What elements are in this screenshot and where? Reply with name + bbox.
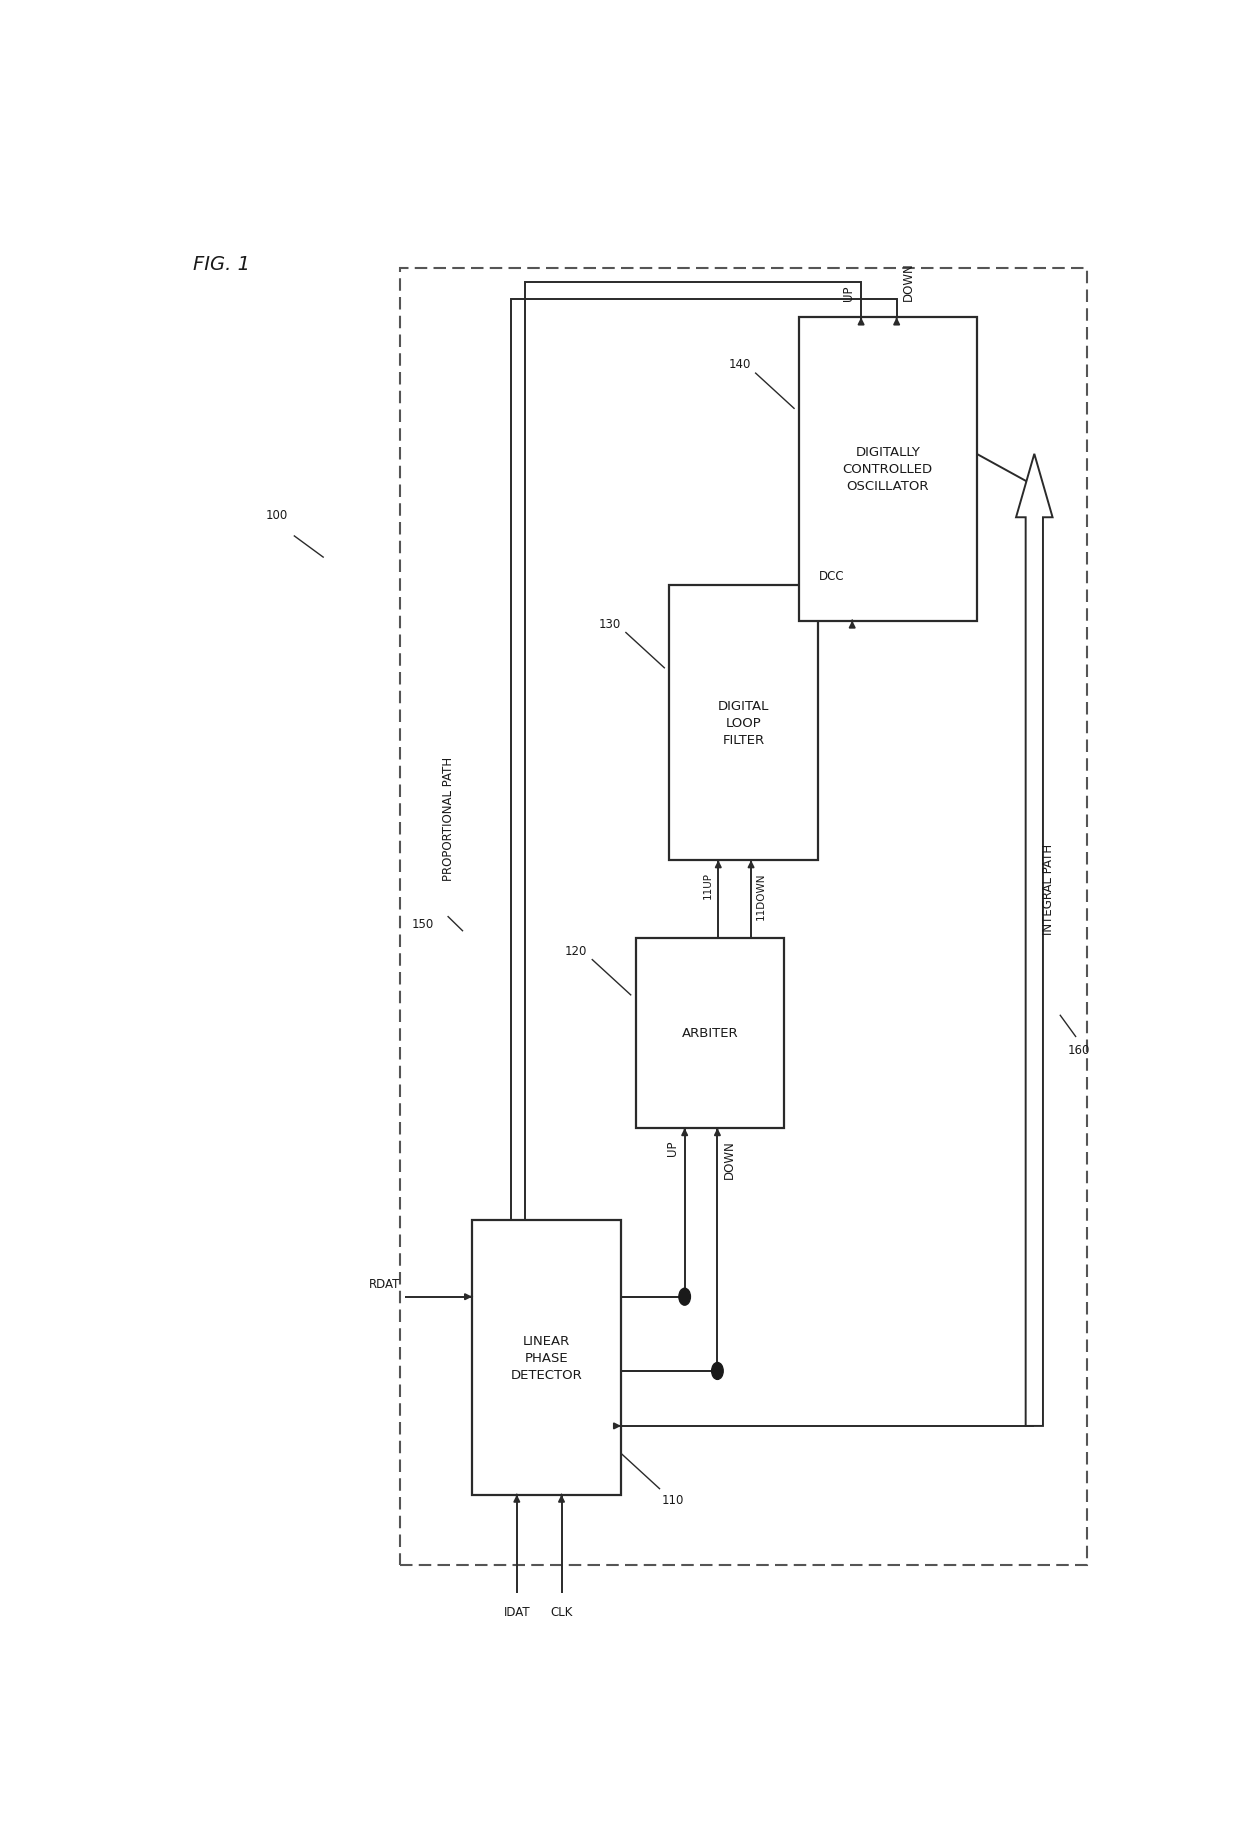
Text: 110: 110 <box>661 1493 683 1506</box>
Bar <box>670 586 818 860</box>
Text: ARBITER: ARBITER <box>682 1027 738 1039</box>
Bar <box>635 939 785 1129</box>
Text: IDAT: IDAT <box>503 1605 531 1618</box>
Text: INTEGRAL PATH: INTEGRAL PATH <box>1043 844 1055 935</box>
Text: DOWN: DOWN <box>901 262 914 302</box>
Text: FIG. 1: FIG. 1 <box>193 254 250 274</box>
Text: DOWN: DOWN <box>723 1140 737 1179</box>
Polygon shape <box>1016 454 1053 1426</box>
Text: 11DOWN: 11DOWN <box>756 873 766 919</box>
Circle shape <box>678 1288 691 1305</box>
Text: DIGITAL
LOOP
FILTER: DIGITAL LOOP FILTER <box>718 699 769 747</box>
Text: 120: 120 <box>565 944 588 957</box>
Bar <box>401 269 1087 1565</box>
Text: 150: 150 <box>412 917 434 931</box>
Text: DCC: DCC <box>818 569 844 582</box>
Text: UP: UP <box>666 1140 678 1155</box>
Text: 100: 100 <box>265 509 288 522</box>
Text: 11UP: 11UP <box>703 873 713 899</box>
Circle shape <box>712 1363 723 1380</box>
Text: CLK: CLK <box>551 1605 573 1618</box>
Text: DIGITALLY
CONTROLLED
OSCILLATOR: DIGITALLY CONTROLLED OSCILLATOR <box>843 447 932 494</box>
Bar <box>472 1221 621 1495</box>
Text: 140: 140 <box>728 359 751 371</box>
Text: RDAT: RDAT <box>368 1277 401 1290</box>
Text: PROPORTIONAL PATH: PROPORTIONAL PATH <box>441 756 455 880</box>
Text: 130: 130 <box>599 617 621 630</box>
Text: 160: 160 <box>1068 1043 1090 1058</box>
Text: LINEAR
PHASE
DETECTOR: LINEAR PHASE DETECTOR <box>511 1334 583 1382</box>
Bar <box>799 318 977 620</box>
Text: UP: UP <box>842 285 856 302</box>
